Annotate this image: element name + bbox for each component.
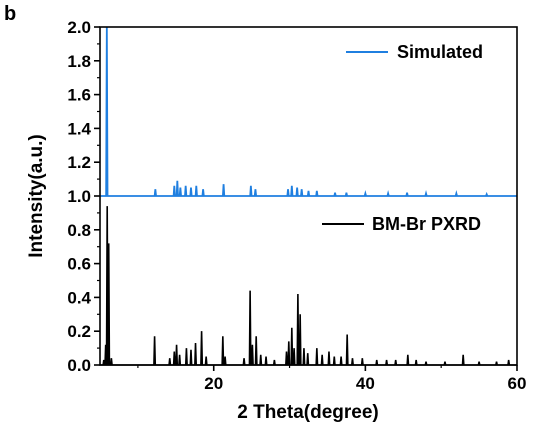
legend: Simulated BM-Br PXRD [322, 42, 483, 234]
y-tick-label: 0.6 [67, 255, 91, 274]
panel-label: b [4, 3, 16, 25]
series-layer [100, 26, 517, 366]
axis-layer: 0.0 0.2 0.4 0.6 0.8 1.0 1.2 1.4 1.6 1.8 2.0 20 40 60 [67, 18, 526, 393]
x-tick-label: 60 [508, 374, 527, 393]
legend-label-bm-br-pxrd: BM-Br PXRD [372, 214, 481, 234]
y-tick-label: 1.4 [67, 119, 91, 138]
series-line-simulated [100, 26, 517, 197]
y-tick-label: 0.0 [67, 356, 91, 375]
y-tick-label: 1.0 [67, 187, 91, 206]
y-tick-label: 0.4 [67, 288, 91, 307]
y-tick-label: 1.8 [67, 52, 91, 71]
y-tick-label: 1.2 [67, 153, 91, 172]
x-axis-title: 2 Theta(degree) [237, 402, 378, 423]
x-tick-label: 20 [204, 374, 223, 393]
legend-label-simulated: Simulated [397, 42, 483, 62]
y-tick-label: 0.2 [67, 322, 91, 341]
y-tick-label: 2.0 [67, 18, 91, 37]
y-tick-label: 0.8 [67, 221, 91, 240]
y-tick-label: 1.6 [67, 86, 91, 105]
x-tick-label: 40 [356, 374, 375, 393]
series-line-bm-br-pxrd [100, 206, 517, 366]
y-axis-title: Intensity(a.u.) [26, 134, 47, 258]
